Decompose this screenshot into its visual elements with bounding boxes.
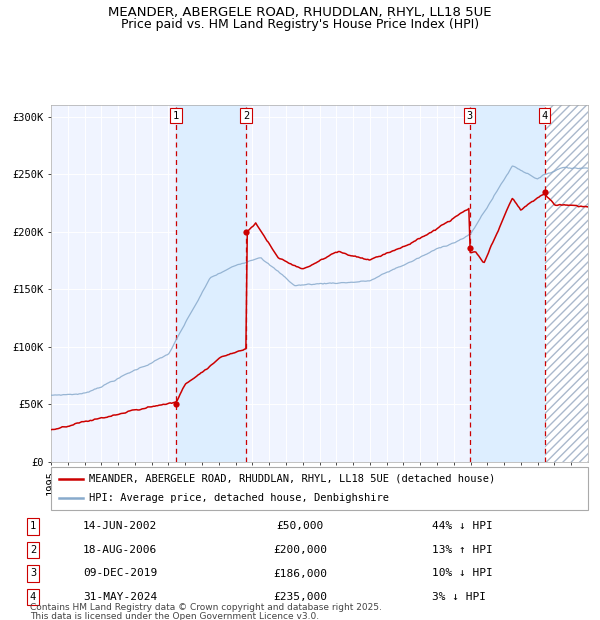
Text: 2: 2 bbox=[30, 545, 36, 555]
Text: This data is licensed under the Open Government Licence v3.0.: This data is licensed under the Open Gov… bbox=[30, 612, 319, 620]
Text: 3% ↓ HPI: 3% ↓ HPI bbox=[432, 592, 486, 602]
Bar bbox=[176, 105, 246, 462]
Text: 3: 3 bbox=[466, 111, 473, 121]
Text: 1: 1 bbox=[30, 521, 36, 531]
Text: 1: 1 bbox=[173, 111, 179, 121]
Text: 18-AUG-2006: 18-AUG-2006 bbox=[83, 545, 157, 555]
Text: 31-MAY-2024: 31-MAY-2024 bbox=[83, 592, 157, 602]
Text: £50,000: £50,000 bbox=[277, 521, 323, 531]
Bar bbox=[545, 105, 588, 462]
Text: 13% ↑ HPI: 13% ↑ HPI bbox=[432, 545, 493, 555]
Text: £200,000: £200,000 bbox=[273, 545, 327, 555]
Text: £186,000: £186,000 bbox=[273, 569, 327, 578]
Bar bbox=[470, 105, 545, 462]
Text: 4: 4 bbox=[542, 111, 548, 121]
Text: MEANDER, ABERGELE ROAD, RHUDDLAN, RHYL, LL18 5UE (detached house): MEANDER, ABERGELE ROAD, RHUDDLAN, RHYL, … bbox=[89, 474, 495, 484]
Text: 2: 2 bbox=[243, 111, 249, 121]
FancyBboxPatch shape bbox=[51, 467, 588, 510]
Text: Contains HM Land Registry data © Crown copyright and database right 2025.: Contains HM Land Registry data © Crown c… bbox=[30, 603, 382, 612]
Text: Price paid vs. HM Land Registry's House Price Index (HPI): Price paid vs. HM Land Registry's House … bbox=[121, 18, 479, 31]
Text: 09-DEC-2019: 09-DEC-2019 bbox=[83, 569, 157, 578]
Text: MEANDER, ABERGELE ROAD, RHUDDLAN, RHYL, LL18 5UE: MEANDER, ABERGELE ROAD, RHUDDLAN, RHYL, … bbox=[108, 6, 492, 19]
Bar bbox=[545, 105, 588, 462]
Text: £235,000: £235,000 bbox=[273, 592, 327, 602]
Text: 44% ↓ HPI: 44% ↓ HPI bbox=[432, 521, 493, 531]
Text: 4: 4 bbox=[30, 592, 36, 602]
Text: 10% ↓ HPI: 10% ↓ HPI bbox=[432, 569, 493, 578]
Text: HPI: Average price, detached house, Denbighshire: HPI: Average price, detached house, Denb… bbox=[89, 494, 389, 503]
Text: 3: 3 bbox=[30, 569, 36, 578]
Text: 14-JUN-2002: 14-JUN-2002 bbox=[83, 521, 157, 531]
